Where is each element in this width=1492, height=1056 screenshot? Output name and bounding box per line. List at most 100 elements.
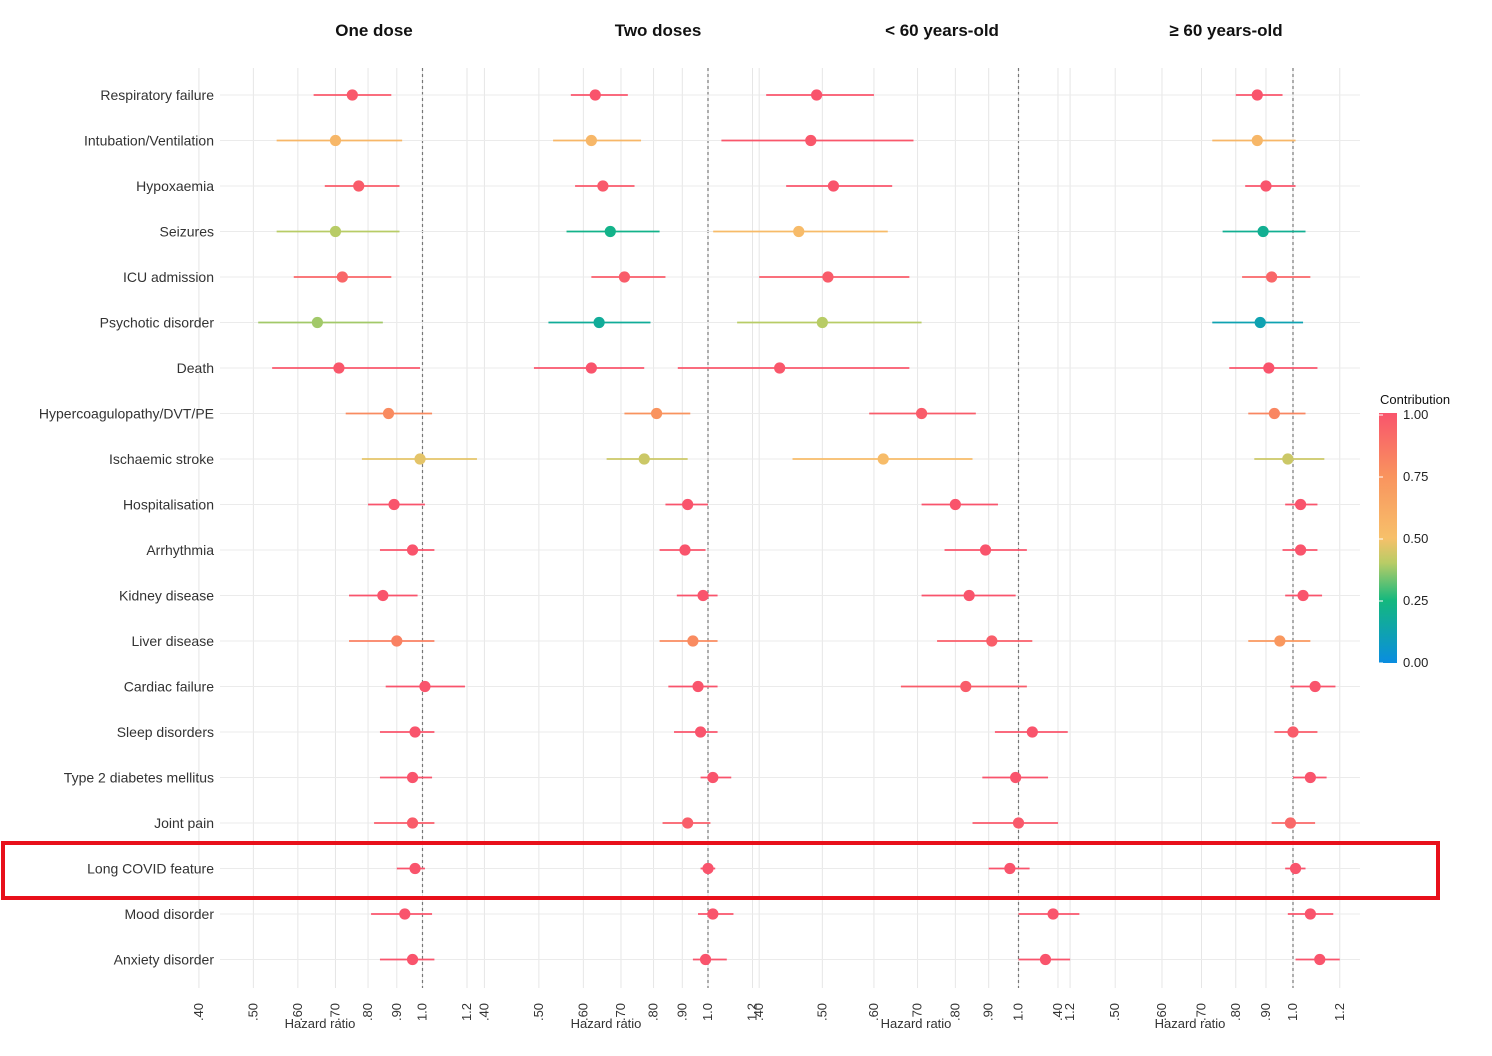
point-estimate-one-dose-hypercoagulopathy-dvt-pe — [382, 407, 395, 420]
point-estimate-60-years-old-hypoxaemia — [827, 180, 840, 192]
outcome-label-intubation-ventilation: Intubation/Ventilation — [84, 133, 214, 149]
tick-label-two-doses-.40: .40 — [476, 1003, 491, 1021]
tick-label-one-dose-.80: .80 — [360, 1003, 375, 1021]
tick-label-60-years-old-.40: .40 — [751, 1003, 766, 1021]
outcome-label-type-2-diabetes-mellitus: Type 2 diabetes mellitus — [64, 770, 214, 786]
point-estimate-two-doses-icu-admission — [618, 271, 631, 283]
tick-label-two-doses-1.2: 1.2 — [744, 1003, 759, 1021]
point-estimate-one-dose-death — [333, 362, 345, 374]
outcome-label-kidney-disease: Kidney disease — [119, 588, 214, 604]
point-estimate-60-years-old-hypoxaemia — [1260, 180, 1272, 192]
point-estimate-one-dose-psychotic-disorder — [311, 316, 323, 329]
x-axis-label-60-years-old: Hazard ratio — [881, 1016, 952, 1031]
point-estimate-60-years-old-anxiety-disorder — [1039, 953, 1052, 966]
legend-tick-1.00: 1.00 — [1403, 407, 1428, 422]
point-estimate-60-years-old-respiratory-failure — [811, 89, 823, 101]
outcome-label-anxiety-disorder: Anxiety disorder — [114, 952, 215, 968]
x-axes: .40 .50 .60 .70 .80 .90 1.0 1.2 Hazard ratio .40.… — [191, 1003, 1347, 1031]
tick-label-one-dose-.90: .90 — [389, 1003, 404, 1021]
point-estimate-60-years-old-kidney-disease — [963, 589, 975, 602]
point-estimate-two-doses-hypoxaemia — [597, 180, 609, 192]
point-estimate-two-doses-mood-disorder — [707, 908, 719, 920]
estimate-marks — [258, 89, 1340, 966]
point-estimate-60-years-old-icu-admission — [822, 271, 834, 283]
point-estimate-60-years-old-hypercoagulopathy-dvt-pe — [915, 407, 928, 420]
point-estimate-one-dose-long-covid-feature — [409, 862, 421, 875]
point-estimate-one-dose-joint-pain — [406, 817, 419, 829]
point-estimate-one-dose-hypoxaemia — [353, 180, 365, 192]
point-estimate-one-dose-ischaemic-stroke — [414, 453, 426, 465]
outcome-label-hospitalisation: Hospitalisation — [123, 497, 214, 513]
tick-label-60-years-old-.70: .70 — [910, 1003, 925, 1021]
point-estimate-60-years-old-ischaemic-stroke — [1282, 453, 1294, 465]
point-estimate-60-years-old-intubation-ventilation — [1251, 134, 1263, 147]
outcome-label-cardiac-failure: Cardiac failure — [124, 679, 214, 695]
tick-label-60-years-old-.60: .60 — [1154, 1003, 1169, 1021]
point-estimate-60-years-old-intubation-ventilation — [805, 134, 817, 147]
point-estimate-two-doses-long-covid-feature — [702, 862, 714, 875]
point-estimate-two-doses-intubation-ventilation — [585, 134, 597, 147]
point-estimate-one-dose-respiratory-failure — [346, 89, 358, 101]
tick-label-60-years-old-1.2: 1.2 — [1062, 1003, 1077, 1021]
point-estimate-two-doses-cardiac-failure — [692, 680, 704, 693]
point-estimate-60-years-old-type-2-diabetes-mellitus — [1010, 771, 1022, 784]
point-estimate-60-years-old-hypercoagulopathy-dvt-pe — [1268, 407, 1280, 420]
tick-label-two-doses-1.0: 1.0 — [700, 1003, 715, 1021]
point-estimate-60-years-old-arrhythmia — [1294, 544, 1307, 556]
point-estimate-two-doses-respiratory-failure — [589, 89, 601, 101]
tick-label-60-years-old-.40: .40 — [1050, 1003, 1065, 1021]
x-axis-label-one-dose: Hazard ratio — [285, 1016, 356, 1031]
point-estimate-60-years-old-joint-pain — [1012, 817, 1025, 829]
tick-label-one-dose-1.2: 1.2 — [459, 1003, 474, 1021]
point-estimate-60-years-old-joint-pain — [1284, 817, 1297, 829]
point-estimate-60-years-old-respiratory-failure — [1251, 89, 1263, 101]
outcome-label-icu-admission: ICU admission — [123, 269, 214, 285]
legend-title: Contribution — [1380, 392, 1450, 407]
point-estimate-60-years-old-seizures — [1257, 225, 1269, 238]
tick-label-60-years-old-1.0: 1.0 — [1285, 1003, 1300, 1021]
point-estimate-60-years-old-liver-disease — [1274, 635, 1286, 647]
outcome-labels: Respiratory failure Intubation/Ventilatio… — [39, 87, 214, 968]
tick-label-60-years-old-.60: .60 — [866, 1003, 881, 1021]
tick-label-two-doses-.70: .70 — [613, 1003, 628, 1021]
outcome-label-sleep-disorders: Sleep disorders — [117, 724, 214, 740]
panel-titles: One dose Two doses < 60 years-old ≥ 60 year… — [335, 21, 1282, 40]
x-axis-label-two-doses: Hazard ratio — [571, 1016, 642, 1031]
point-estimate-60-years-old-sleep-disorders — [1026, 726, 1038, 738]
tick-label-60-years-old-.80: .80 — [1228, 1003, 1243, 1021]
point-estimate-60-years-old-sleep-disorders — [1287, 726, 1299, 738]
point-estimate-60-years-old-ischaemic-stroke — [877, 453, 889, 465]
point-estimate-60-years-old-hospitalisation — [949, 498, 961, 511]
outcome-label-respiratory-failure: Respiratory failure — [100, 87, 214, 103]
legend-colorbar — [1379, 413, 1397, 663]
tick-label-one-dose-.70: .70 — [327, 1003, 342, 1021]
tick-label-60-years-old-1.2: 1.2 — [1332, 1003, 1347, 1021]
point-estimate-60-years-old-liver-disease — [986, 635, 998, 647]
point-estimate-60-years-old-mood-disorder — [1047, 908, 1059, 920]
point-estimate-two-doses-ischaemic-stroke — [638, 453, 650, 465]
point-estimate-two-doses-psychotic-disorder — [593, 316, 605, 329]
point-estimate-60-years-old-mood-disorder — [1304, 908, 1316, 920]
point-estimate-one-dose-seizures — [329, 225, 342, 238]
point-estimate-two-doses-hospitalisation — [682, 498, 694, 511]
outcome-label-ischaemic-stroke: Ischaemic stroke — [109, 451, 214, 467]
tick-label-60-years-old-.50: .50 — [1107, 1003, 1122, 1021]
point-estimate-60-years-old-cardiac-failure — [1309, 680, 1321, 693]
tick-label-60-years-old-1.0: 1.0 — [1011, 1003, 1026, 1021]
outcome-label-hypoxaemia: Hypoxaemia — [136, 178, 214, 194]
outcome-label-long-covid-feature: Long COVID feature — [87, 861, 214, 877]
point-estimate-two-doses-liver-disease — [687, 635, 699, 647]
panel-title-two-doses: Two doses — [615, 21, 702, 40]
point-estimate-60-years-old-hospitalisation — [1294, 498, 1307, 511]
outcome-label-joint-pain: Joint pain — [154, 815, 214, 831]
point-estimate-one-dose-kidney-disease — [377, 589, 389, 602]
point-estimate-one-dose-liver-disease — [391, 635, 403, 647]
panel-title-60-years-old: ≥ 60 years-old — [1169, 21, 1282, 40]
point-estimate-one-dose-type-2-diabetes-mellitus — [406, 771, 419, 784]
point-estimate-60-years-old-death — [774, 362, 786, 374]
tick-label-two-doses-.50: .50 — [531, 1003, 546, 1021]
legend-tick-0.75: 0.75 — [1403, 469, 1428, 484]
point-estimate-60-years-old-death — [1263, 362, 1275, 374]
x-axis-label-60-years-old: Hazard ratio — [1155, 1016, 1226, 1031]
